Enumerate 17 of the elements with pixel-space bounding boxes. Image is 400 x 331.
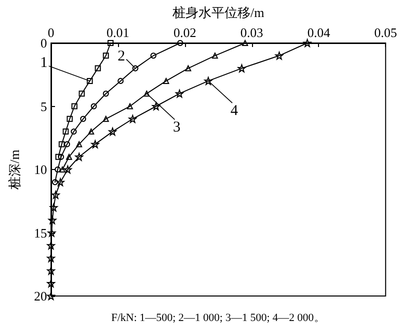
x-tick-label: 0.03	[240, 25, 264, 40]
annotation: 3	[172, 120, 180, 136]
annotation: 2	[118, 48, 126, 64]
y-tick-label: 5	[40, 98, 47, 114]
y-axis-title: 桩深/m	[7, 150, 22, 190]
annotation: 1	[40, 54, 48, 71]
x-axis-title: 桩身水平位移/m	[171, 5, 264, 20]
y-tick-label: 20	[34, 288, 47, 304]
x-tick-label: 0.04	[307, 25, 331, 40]
y-tick-label: 0	[40, 36, 47, 50]
text: F/kN: 1—500; 2—1 000; 3—1 500; 4—2 000。	[111, 312, 325, 324]
x-tick-label: 0.02	[173, 25, 196, 40]
y-tick-label: 10	[34, 162, 47, 177]
y-tick-label: 15	[34, 225, 47, 240]
x-tick-label: 0.05	[374, 25, 397, 40]
x-tick-label: 0.01	[106, 25, 130, 40]
annotation: 4	[230, 102, 239, 119]
